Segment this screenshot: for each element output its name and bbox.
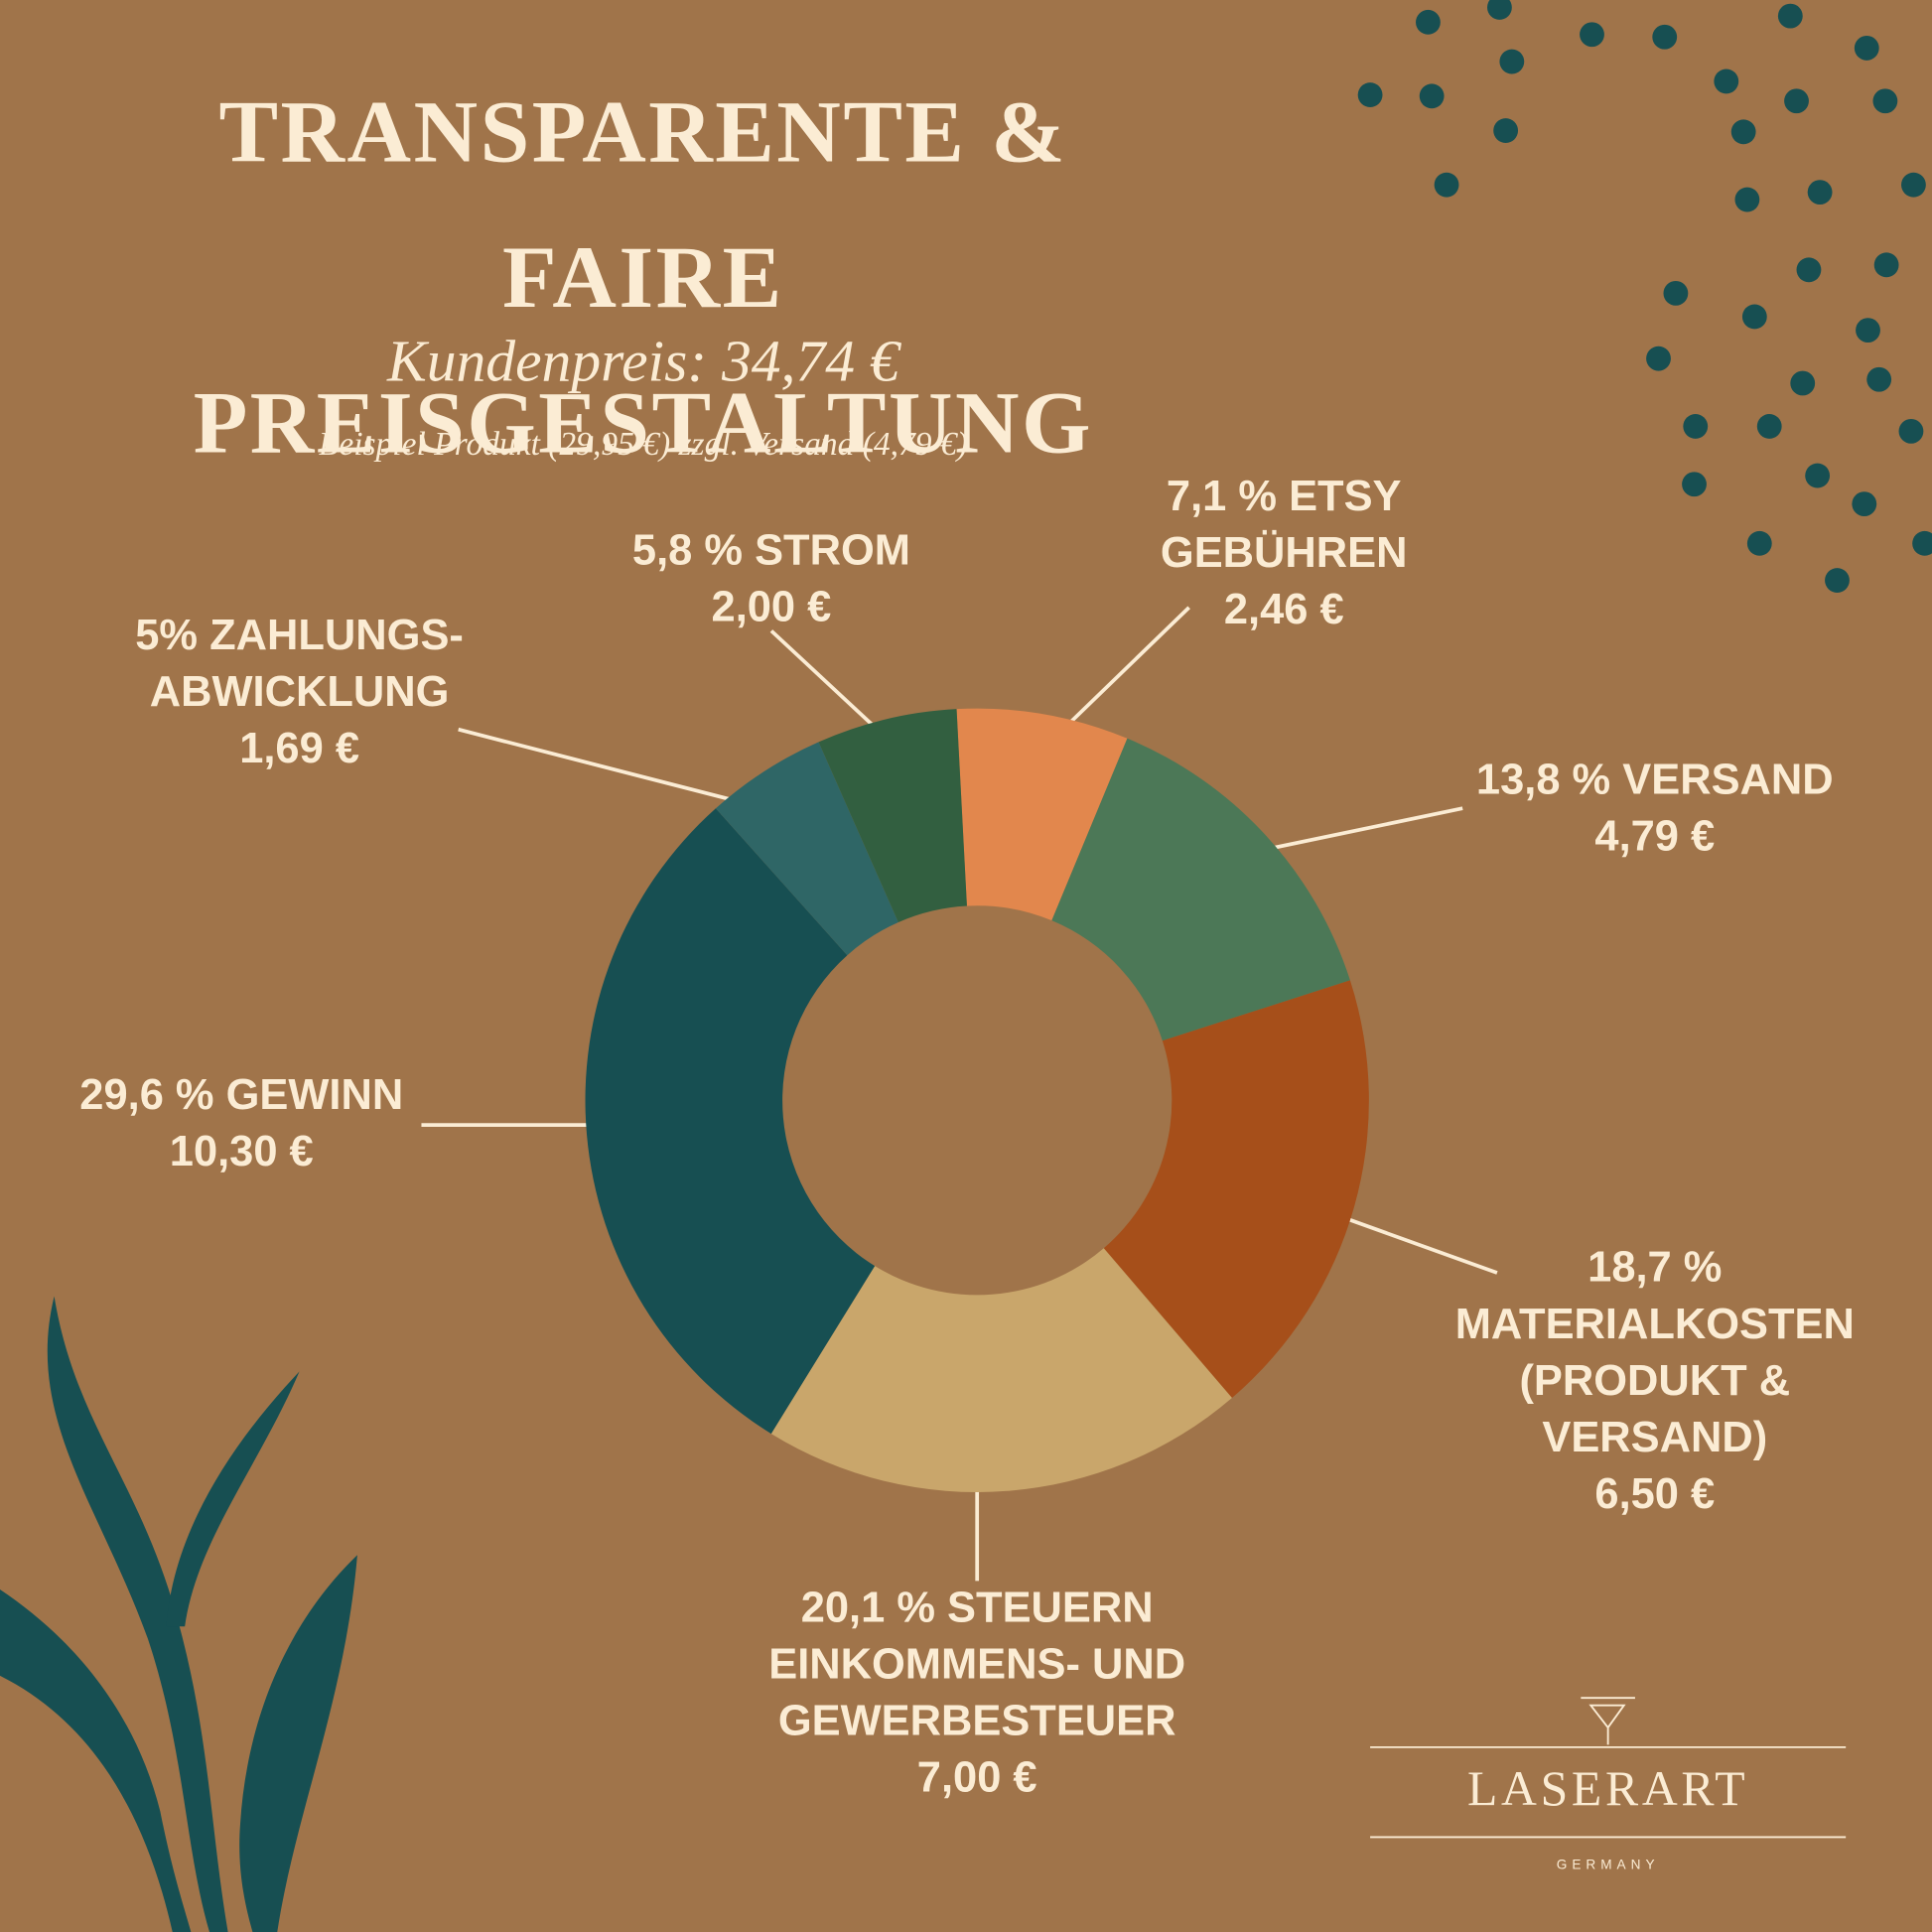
amount-label: 10,30 € (169, 1127, 314, 1176)
slice-label: 7,1 % ETSY GEBÜHREN 2,46 € (1136, 469, 1432, 638)
slice-label: 5% ZAHLUNGS- ABWICKLUNG 1,69 € (114, 608, 483, 777)
amount-label: 4,79 € (1594, 811, 1716, 861)
slice-label: 29,6 % GEWINN 10,30 € (45, 1067, 439, 1180)
percent-label: 5% (135, 611, 199, 659)
percent-label: 13,8 % (1475, 755, 1611, 804)
category-label: ZAHLUNGS- ABWICKLUNG (149, 611, 464, 717)
donut-slice (1103, 980, 1369, 1399)
amount-label: 7,00 € (916, 1753, 1037, 1802)
percent-label: 18,7 % (1587, 1243, 1723, 1292)
donut-slice (956, 708, 1128, 921)
donut-slice (770, 1248, 1232, 1492)
title: TRANSPARENTE & FAIRE PREISGESTALTUNG (193, 82, 1094, 473)
subtitle: Kundenpreis: 34,74 € (386, 329, 899, 395)
donut-slice (818, 709, 967, 922)
amount-label: 1,69 € (239, 724, 359, 773)
amount-label: 2,46 € (1223, 585, 1344, 633)
brand-name: LASERART (1466, 1760, 1749, 1817)
category-label: MATERIALKOSTEN (PRODUKT & VERSAND) (1454, 1300, 1855, 1461)
percent-label: 7,1 % (1166, 472, 1277, 520)
donut-slice (585, 808, 876, 1435)
category-label: ETSY GEBÜHREN (1160, 472, 1408, 577)
percent-label: 29,6 % (79, 1070, 214, 1119)
slice-label: 18,7 % MATERIALKOSTEN (PRODUKT & VERSAND… (1451, 1240, 1859, 1523)
category-label: VERSAND (1622, 755, 1834, 804)
brand-tagline: GERMANY (1556, 1858, 1660, 1873)
slice-label: 20,1 % STEUERN EINKOMMENS- UND GEWERBEST… (750, 1580, 1205, 1806)
logo-lines (1370, 1697, 1847, 1839)
amount-label: 6,50 € (1594, 1469, 1716, 1519)
slice-label: 5,8 % STROM 2,00 € (599, 522, 944, 635)
category-label: GEWINN (225, 1070, 404, 1119)
category-label: STEUERN EINKOMMENS- UND GEWERBESTEUER (768, 1583, 1186, 1745)
note: Beispiel Produkt (29,95 €) zzgl. Versand… (318, 425, 968, 463)
leaves (0, 1296, 357, 1932)
category-label: STROM (755, 525, 910, 575)
amount-label: 2,00 € (711, 583, 832, 631)
dots (1357, 0, 1932, 593)
donut-slice (715, 742, 898, 956)
donut-slice (1051, 738, 1350, 1041)
percent-label: 20,1 % (800, 1583, 935, 1632)
slice-label: 13,8 % VERSAND 4,79 € (1433, 752, 1876, 865)
percent-label: 5,8 % (631, 525, 743, 575)
